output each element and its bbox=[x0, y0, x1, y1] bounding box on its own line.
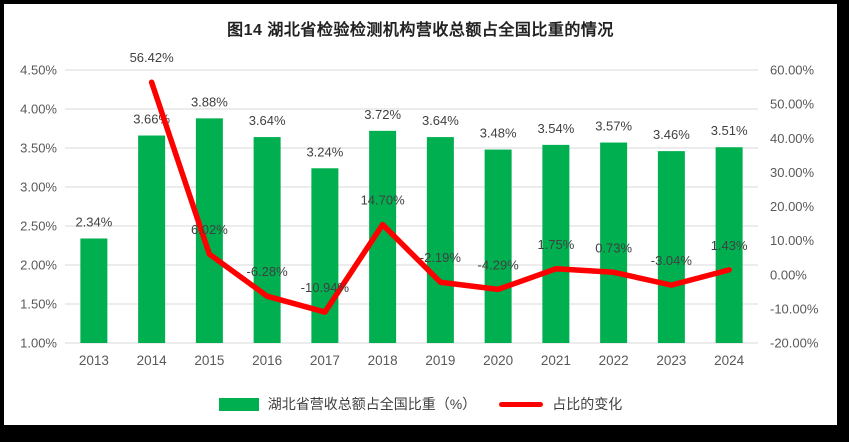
bar-data-label: 3.24% bbox=[306, 144, 343, 159]
bar-data-label: 3.88% bbox=[191, 94, 228, 109]
x-axis-label: 2023 bbox=[656, 353, 686, 368]
bar-data-label: 3.57% bbox=[595, 119, 632, 134]
x-axis-label: 2017 bbox=[310, 353, 340, 368]
x-axis-label: 2020 bbox=[483, 353, 513, 368]
bar bbox=[657, 151, 685, 343]
bar bbox=[484, 149, 512, 343]
left-axis-tick-label: 3.50% bbox=[20, 141, 57, 156]
left-axis-tick-label: 4.00% bbox=[20, 102, 57, 117]
line-data-label: -3.04% bbox=[651, 253, 693, 268]
left-axis-tick-label: 1.50% bbox=[20, 297, 57, 312]
right-axis-tick-label: 20.00% bbox=[770, 199, 815, 214]
x-axis-label: 2021 bbox=[541, 353, 571, 368]
line-data-label: 1.43% bbox=[711, 238, 748, 253]
bar bbox=[80, 238, 108, 343]
x-axis-label: 2014 bbox=[137, 353, 168, 368]
right-axis-tick-label: -20.00% bbox=[770, 336, 819, 351]
line-data-label: 14.70% bbox=[361, 193, 406, 208]
bar-series-legend-label: 湖北省营收总额占全国比重（%） bbox=[267, 396, 477, 412]
x-axis-label: 2018 bbox=[368, 353, 398, 368]
combo-chart-plot: 4.50% 4.00% 3.50% 3.00% 2.50% 2.00% 1.50% 1.00%… bbox=[20, 50, 819, 368]
right-axis-tick-label: 50.00% bbox=[770, 97, 815, 112]
line-data-label: -10.94% bbox=[301, 280, 350, 295]
x-axis-label: 2015 bbox=[194, 353, 224, 368]
line-data-label: 1.75% bbox=[537, 237, 574, 252]
line-data-label: -4.29% bbox=[478, 257, 520, 272]
right-axis-tick-label: 10.00% bbox=[770, 233, 815, 248]
line-series-swatch bbox=[499, 401, 544, 407]
line-data-label: 56.42% bbox=[130, 50, 175, 65]
left-axis-tick-label: 1.00% bbox=[20, 336, 57, 351]
bar-series-swatch bbox=[218, 397, 259, 411]
right-axis-tick-label: -10.00% bbox=[770, 301, 819, 316]
right-axis-tick-label: 30.00% bbox=[770, 165, 815, 180]
chart-title: 图14 湖北省检验检测机构营收总额占全国比重的情况 bbox=[227, 22, 614, 39]
bar-data-label: 3.64% bbox=[422, 113, 459, 128]
left-axis-tick-label: 3.00% bbox=[20, 180, 57, 195]
chart-surface: 图14 湖北省检验检测机构营收总额占全国比重的情况 4.50% 4.00% 3.50… bbox=[4, 4, 837, 425]
bar-data-label: 3.48% bbox=[480, 126, 517, 141]
left-axis-tick-label: 2.50% bbox=[20, 219, 57, 234]
bar-data-label: 3.51% bbox=[711, 123, 748, 138]
line-data-label: 0.73% bbox=[595, 240, 632, 255]
bar bbox=[138, 135, 166, 343]
bar bbox=[715, 147, 743, 343]
bar bbox=[311, 168, 339, 343]
right-axis-tick-label: 40.00% bbox=[770, 131, 815, 146]
line-series bbox=[148, 79, 732, 315]
x-axis-label: 2019 bbox=[425, 353, 455, 368]
chart-legend: 湖北省营收总额占全国比重（%） 占比的变化 bbox=[4, 394, 837, 414]
bar-data-label: 2.34% bbox=[75, 214, 112, 229]
line-series-legend-label: 占比的变化 bbox=[552, 396, 623, 412]
bar bbox=[426, 137, 454, 343]
bar bbox=[253, 137, 281, 343]
bar-data-label: 3.54% bbox=[537, 121, 574, 136]
right-axis-tick-label: 0.00% bbox=[770, 267, 807, 282]
right-axis-tick-label: 60.00% bbox=[770, 63, 815, 78]
line-data-label: -2.19% bbox=[420, 250, 462, 265]
bar-data-label: 3.64% bbox=[249, 113, 286, 128]
left-axis-tick-label: 4.50% bbox=[20, 63, 57, 78]
bar-data-label: 3.72% bbox=[364, 107, 401, 122]
x-axis-label: 2022 bbox=[599, 353, 629, 368]
bar bbox=[542, 144, 570, 343]
bar bbox=[600, 142, 628, 343]
x-axis-label: 2024 bbox=[714, 353, 745, 368]
bar-data-label: 3.46% bbox=[653, 127, 690, 142]
left-axis-tick-label: 2.00% bbox=[20, 258, 57, 273]
x-axis-label: 2013 bbox=[79, 353, 109, 368]
x-axis-label: 2016 bbox=[252, 353, 282, 368]
line-data-label: -6.28% bbox=[247, 264, 289, 279]
line-data-label: 6.02% bbox=[191, 222, 228, 237]
